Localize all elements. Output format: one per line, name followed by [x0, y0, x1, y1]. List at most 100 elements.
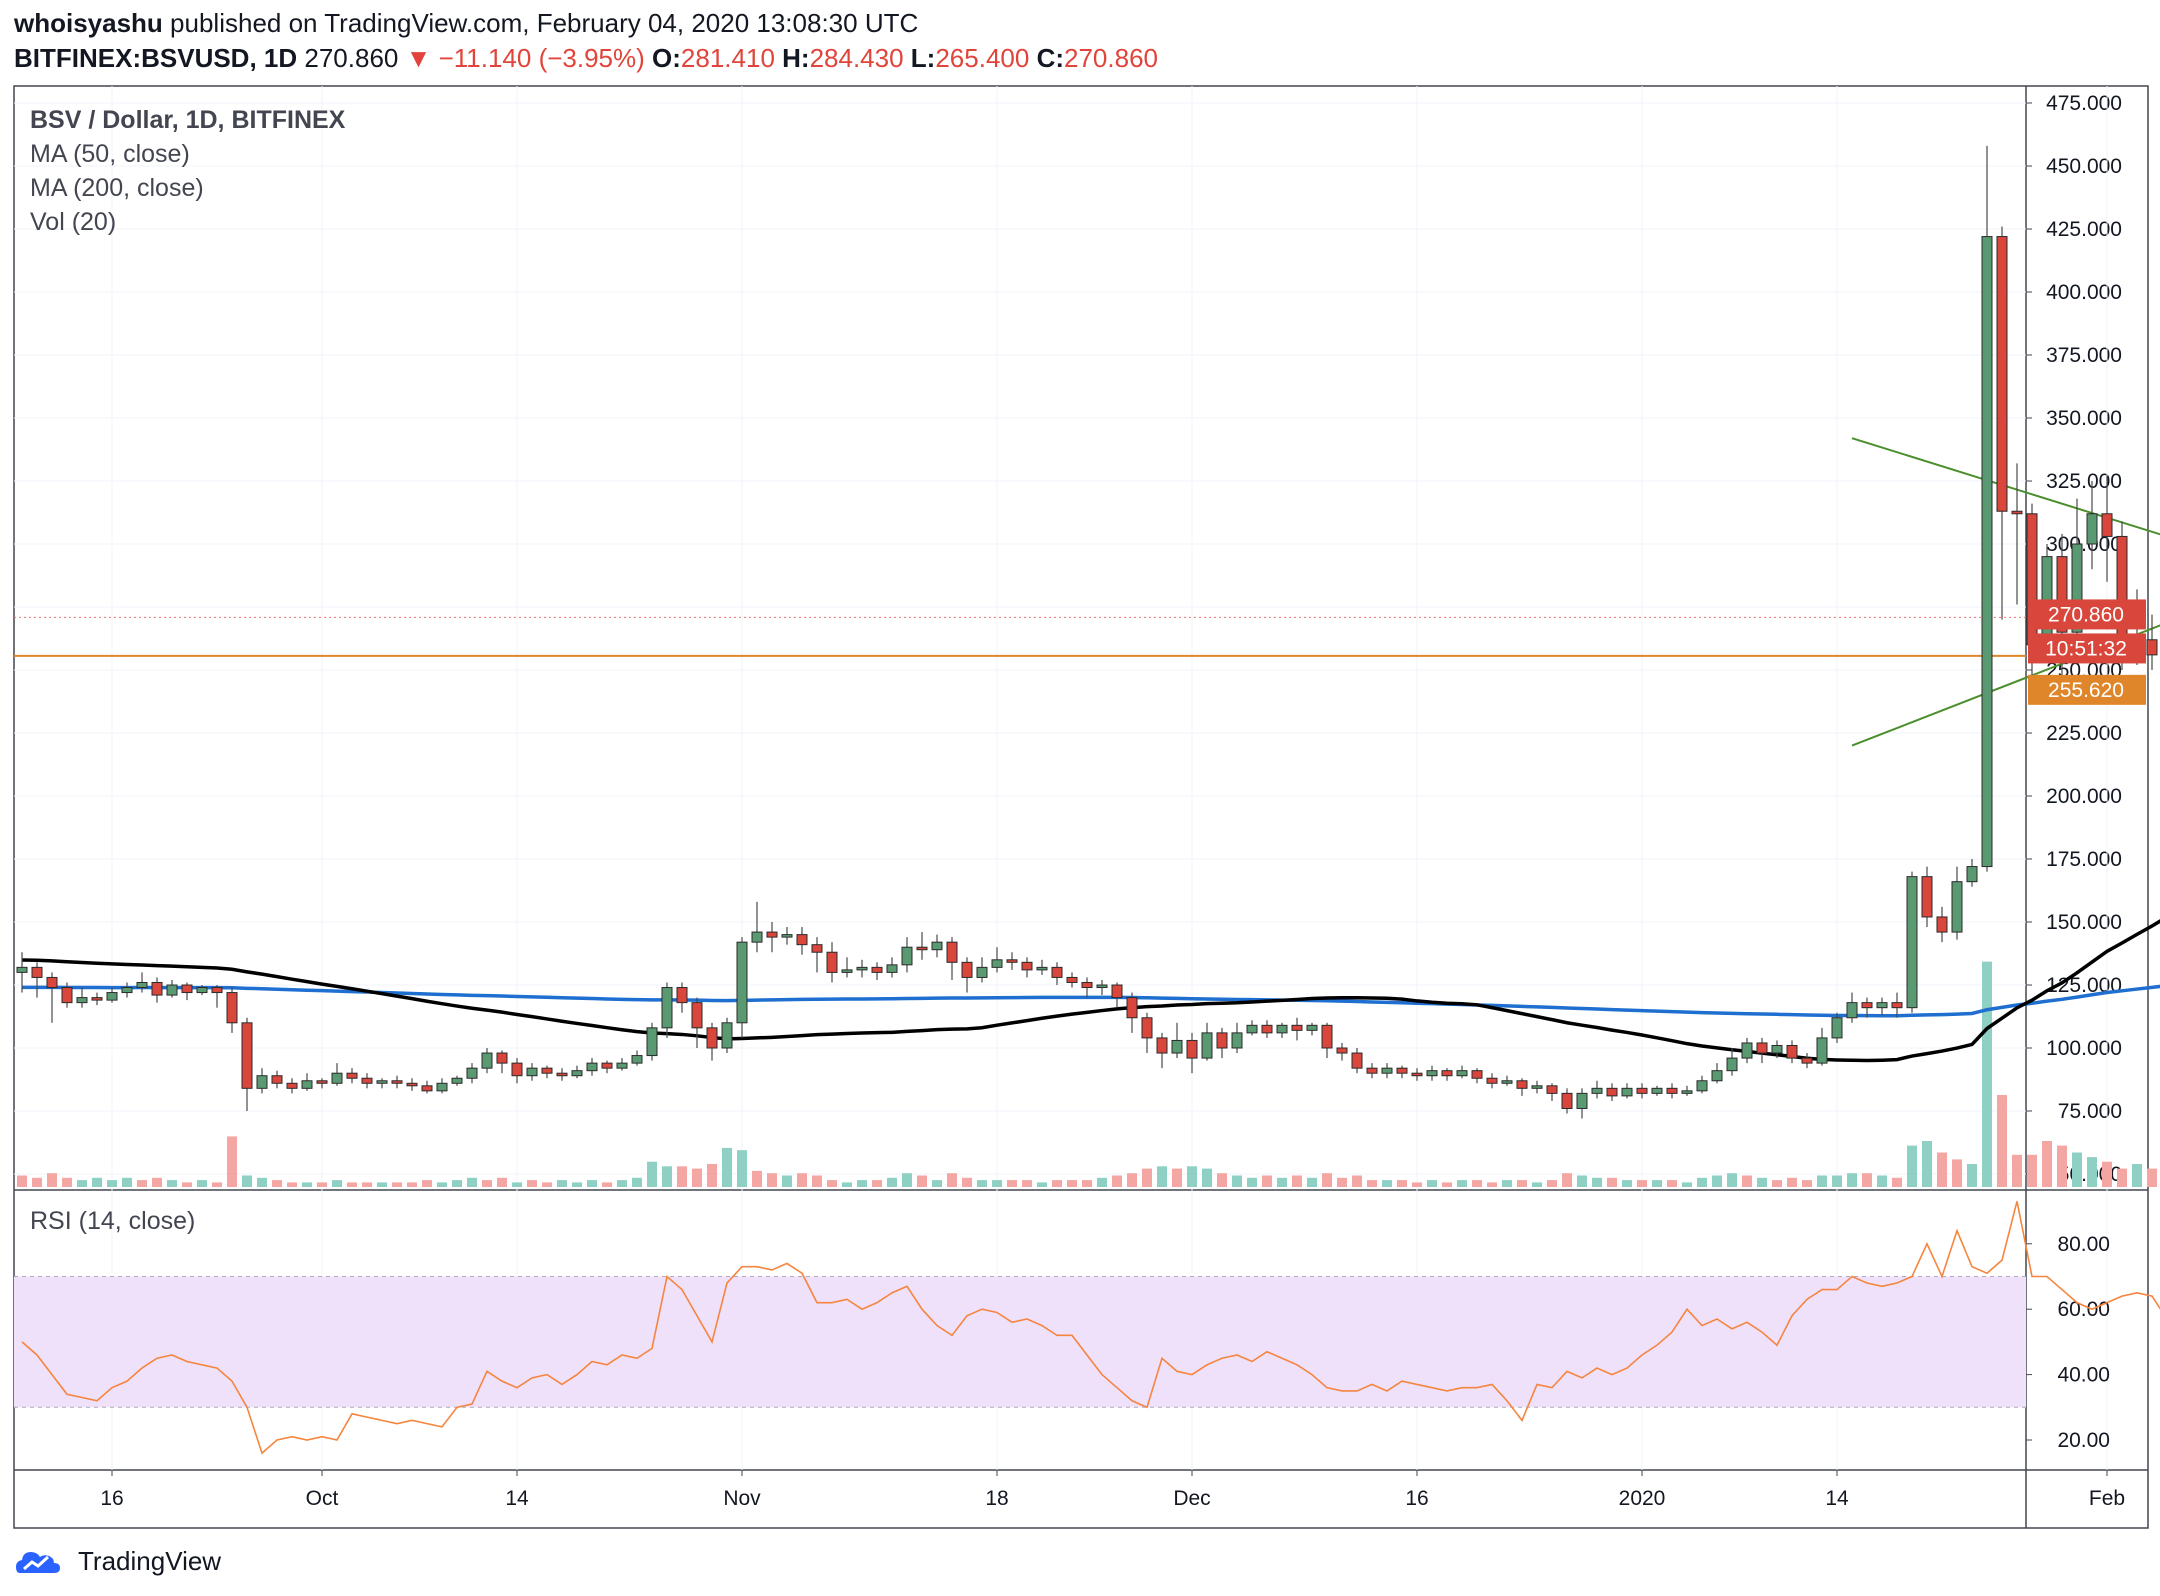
candle-body: [616, 1062, 628, 1069]
candle-body: [1936, 916, 1948, 933]
candle: [1606, 1083, 1618, 1101]
candle-body: [1351, 1052, 1363, 1069]
candle-body: [181, 984, 193, 994]
candle-body: [196, 987, 208, 994]
candle: [316, 1078, 328, 1089]
candle-body: [826, 951, 838, 973]
candle-body: [1231, 1032, 1243, 1049]
x-tick-label: 18: [985, 1487, 1008, 1510]
volume-bar: [1922, 1141, 1932, 1187]
y-tick-label: 300.000: [2046, 533, 2122, 556]
y-tick-label: 475.000: [2046, 92, 2122, 115]
candle: [226, 987, 238, 1033]
candle-body: [46, 976, 58, 989]
candle-body: [226, 992, 238, 1024]
volume-bar: [1037, 1182, 1047, 1187]
volume-bar: [407, 1182, 417, 1187]
candle: [976, 957, 988, 983]
volume-bar: [1577, 1175, 1587, 1187]
volume-bar: [1592, 1177, 1602, 1187]
volume-bar: [467, 1177, 477, 1187]
candle: [121, 982, 133, 998]
candle-body: [1156, 1037, 1168, 1054]
candle: [571, 1065, 583, 1079]
high-label: H:: [782, 43, 810, 73]
volume-bar: [212, 1182, 222, 1187]
candle-body: [1846, 1002, 1858, 1019]
candle: [1951, 866, 1963, 940]
ma50-line: [21, 919, 2160, 1063]
candle-body: [1411, 1072, 1423, 1077]
volume-bar: [377, 1182, 387, 1187]
candle-body: [2056, 556, 2068, 633]
candle-body: [436, 1082, 448, 1092]
candle: [136, 972, 148, 993]
volume-bar: [1337, 1177, 1347, 1187]
candle-body: [166, 984, 178, 996]
candle: [901, 937, 913, 973]
candle-body: [796, 934, 808, 946]
legend-volume[interactable]: Vol (20): [30, 208, 117, 236]
volume-bar: [122, 1177, 132, 1187]
candle: [91, 992, 103, 1006]
volume-bar: [2087, 1157, 2097, 1187]
volume-bar: [1322, 1173, 1332, 1187]
candle: [961, 957, 973, 993]
candle-body: [1966, 866, 1978, 883]
volume-bar: [887, 1177, 897, 1187]
volume-bar: [2147, 1168, 2157, 1187]
candle-body: [1501, 1080, 1513, 1084]
candle: [1471, 1068, 1483, 1084]
candle: [2101, 475, 2113, 582]
candle-body: [646, 1027, 658, 1057]
volume-bar: [17, 1175, 27, 1187]
candle-body: [1291, 1024, 1303, 1031]
candle: [1906, 871, 1918, 1013]
candle: [466, 1063, 478, 1084]
volume-bar: [962, 1177, 972, 1187]
legend-ma50[interactable]: MA (50, close): [30, 140, 190, 168]
candle-body: [1666, 1087, 1678, 1094]
legend-ma200[interactable]: MA (200, close): [30, 174, 204, 202]
candle-body: [901, 946, 913, 966]
candle-body: [1546, 1085, 1558, 1094]
volume-bar: [62, 1177, 72, 1187]
volume-bar: [737, 1150, 747, 1187]
candle-body: [1306, 1024, 1318, 1031]
volume-bar: [707, 1164, 717, 1187]
y-tick-label: 175.000: [2046, 848, 2122, 871]
symbol-label: BITFINEX:BSVUSD, 1D: [14, 43, 298, 73]
author-name[interactable]: whoisyashu: [14, 8, 163, 38]
candle-body: [511, 1062, 523, 1077]
candle-body: [931, 941, 943, 951]
candle: [61, 982, 73, 1008]
legend-rsi[interactable]: RSI (14, close): [30, 1207, 196, 1235]
volume-bar: [617, 1180, 627, 1187]
candle-body: [1771, 1044, 1783, 1054]
candle: [1831, 1012, 1843, 1043]
candle-body: [2086, 513, 2098, 545]
candle: [1531, 1080, 1543, 1094]
candle: [1216, 1027, 1228, 1059]
volume-bar: [527, 1180, 537, 1187]
footer-brand[interactable]: TradingView: [14, 1545, 221, 1577]
volume-bar: [992, 1180, 1002, 1187]
candle: [721, 1017, 733, 1054]
volume-bar: [1082, 1180, 1092, 1187]
candle-body: [211, 987, 223, 994]
candle-body: [61, 987, 73, 1004]
candle-body: [1861, 1002, 1873, 1009]
volume-bar: [677, 1166, 687, 1187]
candle-body: [1741, 1042, 1753, 1059]
volume-bar: [1112, 1175, 1122, 1187]
x-tick-label: Dec: [1173, 1487, 1210, 1510]
candle-body: [271, 1075, 283, 1084]
rsi-line: [21, 1201, 2160, 1455]
candle: [856, 959, 868, 978]
volume-bar: [1547, 1180, 1557, 1187]
volume-bar: [1787, 1177, 1797, 1187]
candle-body: [556, 1072, 568, 1077]
candle: [1456, 1065, 1468, 1079]
candle: [1096, 979, 1108, 996]
